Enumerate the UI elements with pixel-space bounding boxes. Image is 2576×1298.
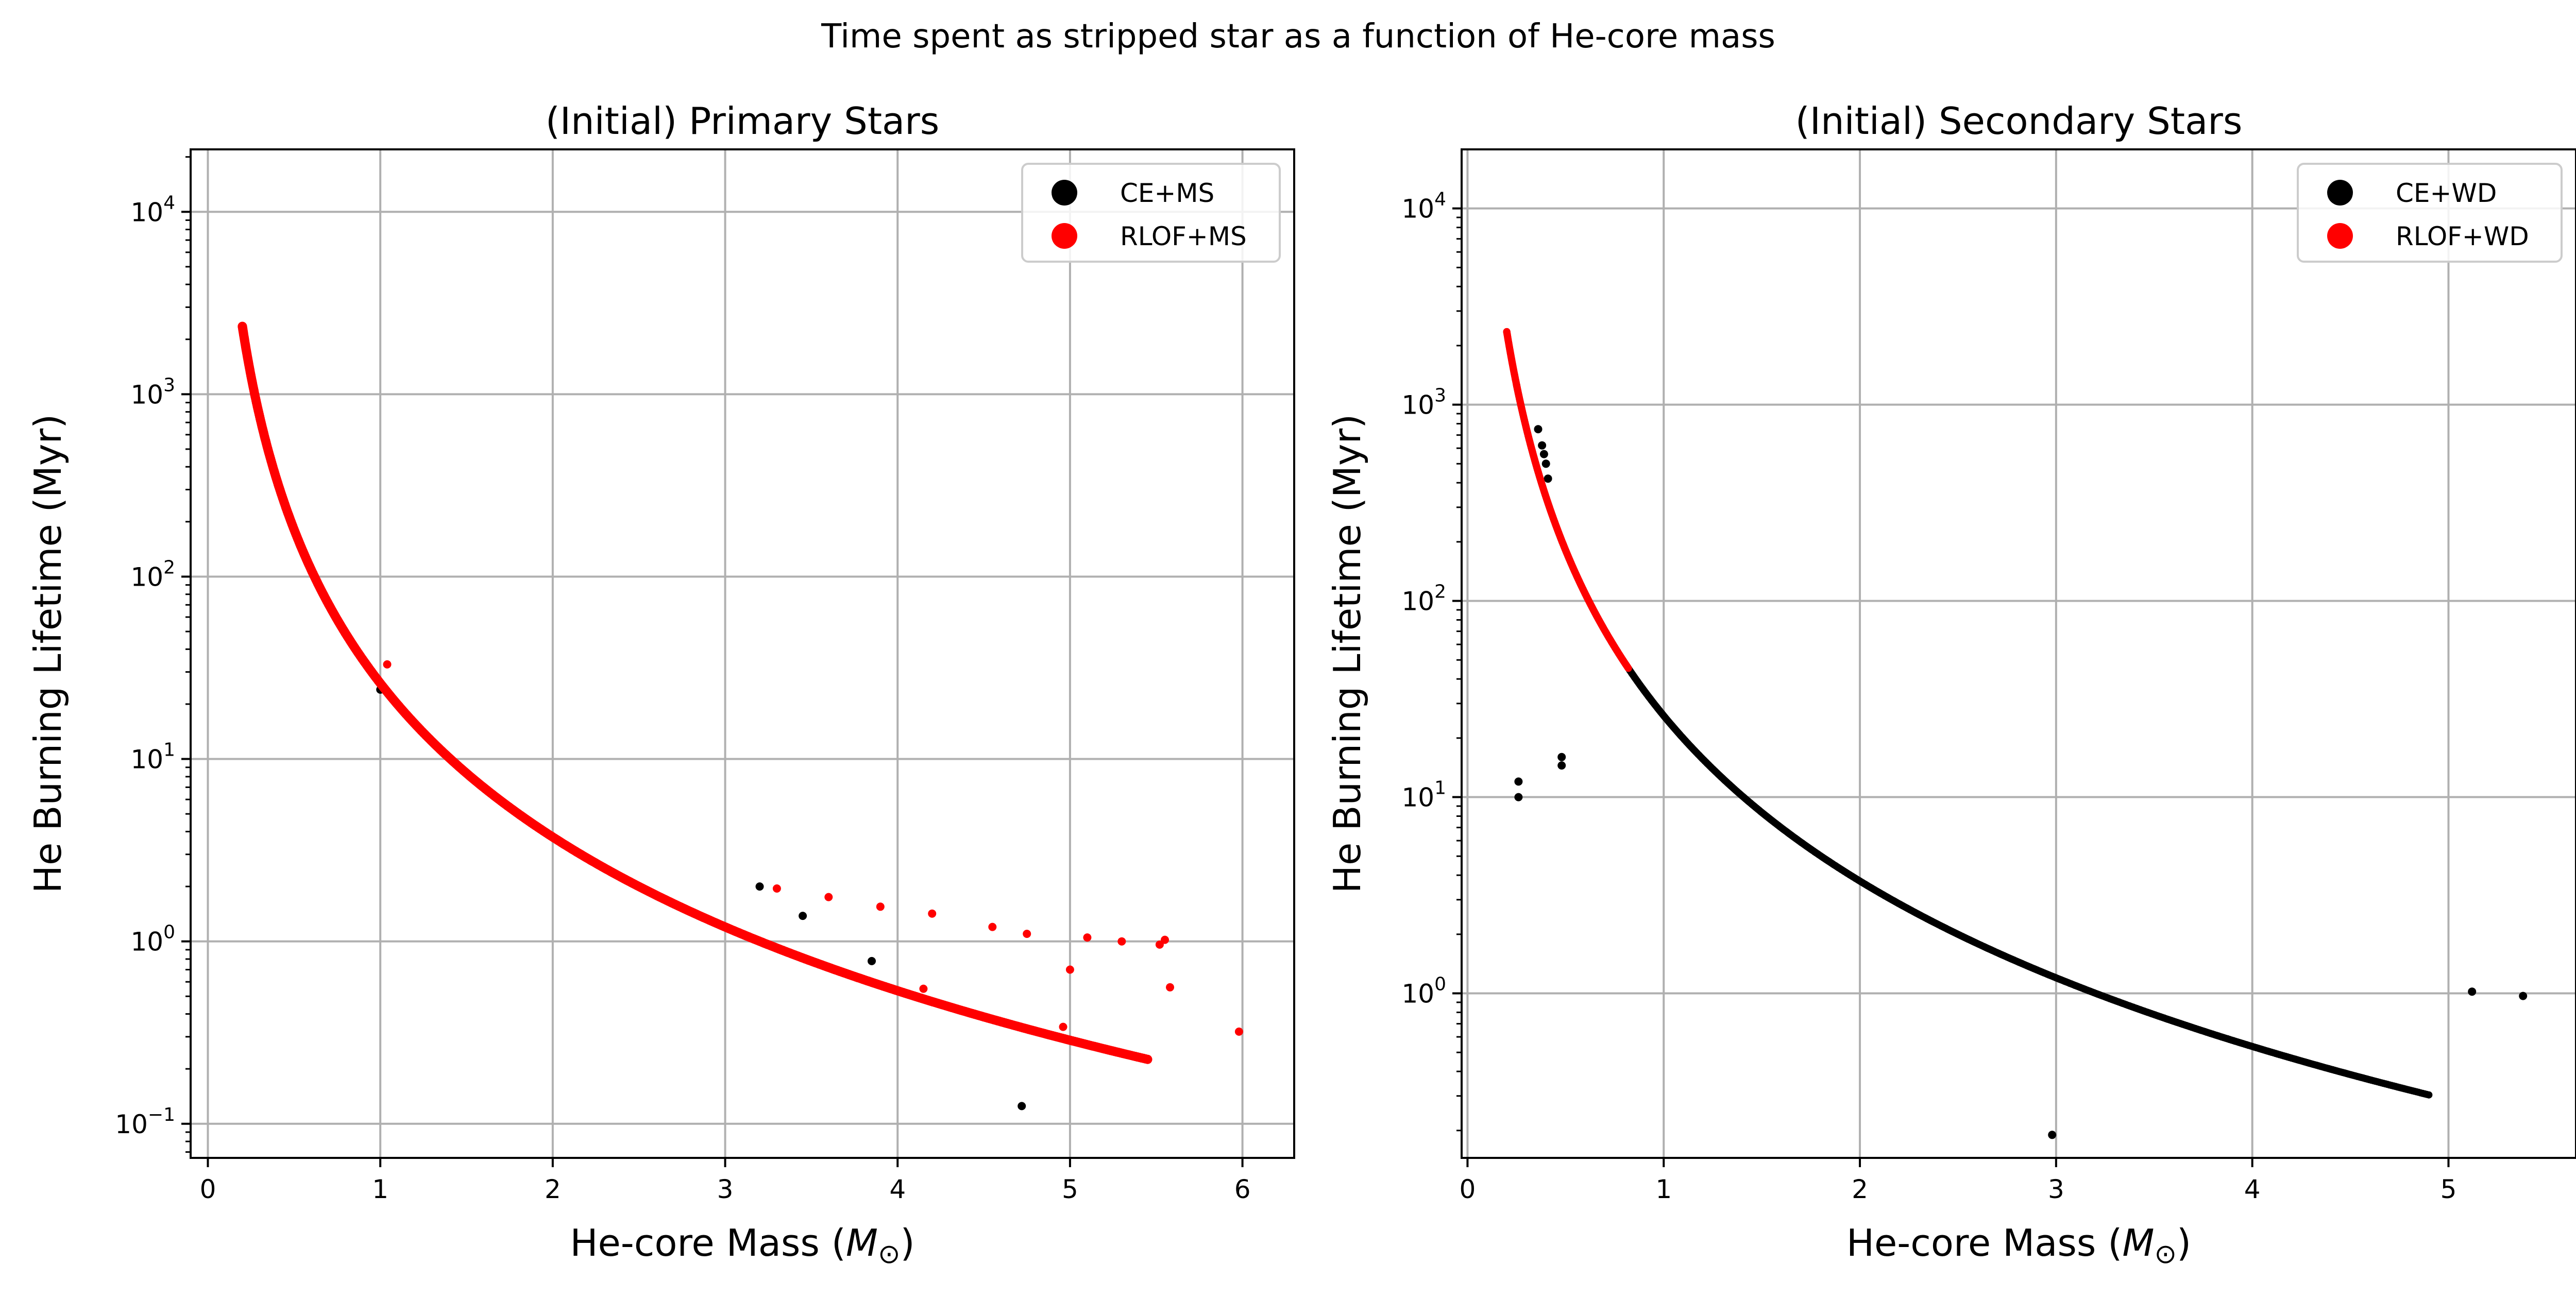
legend-box [1021, 163, 1281, 263]
x-axis-label: He-core Mass (M⊙) [1846, 1221, 2191, 1270]
data-point [1234, 1027, 1243, 1036]
x-tick-label: 6 [1234, 1174, 1251, 1204]
data-point [1557, 753, 1566, 761]
data-point [1514, 777, 1523, 786]
data-point [799, 912, 807, 920]
panel-title: (Initial) Secondary Stars [1795, 99, 2243, 143]
legend-marker [1052, 180, 1077, 206]
x-tick-label: 4 [889, 1174, 906, 1204]
legend-marker [1052, 223, 1077, 249]
legend-label: RLOF+WD [2396, 221, 2529, 251]
data-point [824, 893, 833, 901]
axes-frame [1461, 148, 2576, 1159]
x-axis-label: He-core Mass (M⊙) [570, 1221, 914, 1270]
data-point [755, 882, 764, 891]
data-point [1083, 933, 1092, 942]
data-point [1023, 930, 1031, 938]
data-point [868, 957, 876, 965]
primary-stars-panel: 0 1 2 3 4 5 6 10−1 100 101 102 103 104 (Initial) Prim… [26, 99, 1295, 1270]
data-point [919, 984, 928, 993]
y-tick-label: 100 [1401, 974, 1446, 1009]
data-point [928, 909, 937, 918]
x-tick-label: 4 [2244, 1174, 2261, 1204]
y-tick-label: 101 [1401, 778, 1446, 813]
data-point [1538, 441, 1547, 450]
data-point [1541, 459, 1550, 468]
data-point [1166, 983, 1174, 992]
y-axis-label: He Burning Lifetime (Myr) [26, 414, 70, 893]
y-tick-label: 101 [130, 740, 175, 775]
y-tick-label: 103 [130, 374, 175, 409]
x-tick-label: 1 [372, 1174, 388, 1204]
legend-label: CE+WD [2396, 178, 2497, 208]
axes-frame [190, 148, 1295, 1159]
y-tick-label: 102 [1401, 582, 1446, 617]
data-point [2519, 992, 2528, 1000]
legend-label: RLOF+MS [1120, 221, 1247, 251]
data-point [2425, 1091, 2433, 1099]
data-point [1539, 450, 1548, 458]
data-point [1117, 937, 1126, 946]
data-point [1155, 940, 1164, 949]
y-tick-label: 104 [1401, 189, 1446, 224]
data-point [383, 660, 392, 669]
panel-title: (Initial) Primary Stars [546, 99, 940, 143]
series-rlof-wd [1503, 328, 1632, 672]
y-tick-label: 104 [130, 192, 175, 227]
data-point [876, 902, 885, 911]
data-point [1557, 761, 1566, 770]
x-tick-label: 3 [2048, 1174, 2064, 1204]
data-point [2048, 1131, 2057, 1139]
data-point [772, 884, 781, 893]
data-point [1065, 965, 1074, 974]
data-point [1059, 1022, 1067, 1031]
x-tick-label: 0 [200, 1174, 216, 1204]
x-tick-label: 2 [1852, 1174, 1868, 1204]
legend-marker [2327, 223, 2353, 249]
y-tick-label: 103 [1401, 385, 1446, 420]
legend-label: CE+MS [1120, 178, 1214, 208]
y-axis-label: He Burning Lifetime (Myr) [1326, 414, 1369, 893]
y-tick-label: 100 [130, 922, 175, 957]
data-point [1161, 935, 1169, 944]
data-point [1143, 1054, 1153, 1064]
figure-suptitle: Time spent as stripped star as a functio… [821, 18, 1775, 56]
x-tick-label: 2 [545, 1174, 561, 1204]
data-point [1514, 793, 1523, 801]
x-tick-label: 1 [1655, 1174, 1672, 1204]
legend-marker [2327, 180, 2353, 206]
secondary-stars-panel: 0 1 2 3 4 5 100 101 102 103 104 (Initial) Secondary… [1326, 99, 2576, 1270]
x-tick-label: 5 [2441, 1174, 2457, 1204]
data-point [1534, 425, 1543, 434]
y-tick-label: 10−1 [115, 1104, 175, 1139]
data-point [988, 923, 997, 931]
legend-box [2297, 163, 2563, 263]
x-tick-label: 5 [1062, 1174, 1078, 1204]
data-point [1544, 474, 1552, 483]
series-rlof-ms [238, 321, 1243, 1064]
data-point [1624, 664, 1632, 672]
x-tick-label: 0 [1460, 1174, 1476, 1204]
x-tick-label: 3 [717, 1174, 734, 1204]
data-point [2468, 987, 2477, 996]
y-tick-label: 102 [130, 557, 175, 592]
data-point [1018, 1102, 1026, 1111]
series-ce-ms [256, 413, 1026, 1111]
series-ce-wd [1513, 381, 2528, 1139]
